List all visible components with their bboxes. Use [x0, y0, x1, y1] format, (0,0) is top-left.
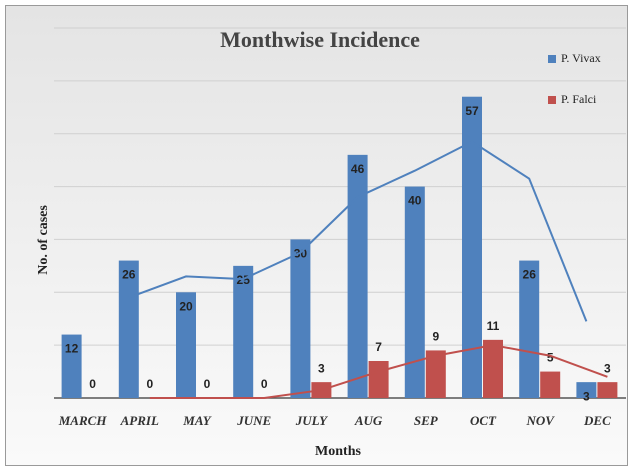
data-label: 57: [465, 104, 479, 118]
bar: [347, 154, 368, 398]
data-label: 20: [179, 299, 193, 313]
data-label: 40: [408, 194, 422, 208]
bar: [404, 186, 425, 398]
trendline: [128, 140, 588, 322]
legend-swatch: [548, 96, 556, 104]
bar: [176, 292, 196, 398]
bar: [519, 260, 540, 398]
data-label: 11: [487, 319, 500, 333]
data-label: 5: [547, 351, 554, 365]
legend-label: P. Vivax: [561, 51, 601, 65]
x-tick-label: MARCH: [58, 413, 108, 428]
x-tick-label: APRIL: [120, 413, 159, 428]
data-label: 26: [122, 268, 136, 282]
bar: [540, 371, 561, 398]
data-label: 26: [523, 268, 537, 282]
bar: [576, 382, 597, 398]
bar: [597, 382, 618, 398]
x-tick-label: OCT: [470, 413, 497, 428]
data-label: 0: [261, 377, 268, 391]
x-tick-label: JULY: [295, 413, 328, 428]
x-tick-label: AUG: [354, 413, 383, 428]
bar: [233, 265, 254, 398]
data-label: 7: [375, 340, 382, 354]
x-tick-label: MAY: [182, 413, 212, 428]
x-tick-label: DEC: [583, 413, 611, 428]
data-label: 3: [604, 361, 611, 375]
bar: [61, 334, 82, 398]
bar: [290, 239, 311, 398]
data-label: 0: [204, 377, 211, 391]
data-label: 3: [318, 361, 325, 375]
y-axis-title: No. of cases: [36, 205, 51, 275]
x-tick-label: JUNE: [236, 413, 271, 428]
data-label: 9: [432, 330, 439, 344]
x-tick-label: SEP: [414, 413, 439, 428]
chart-title: Monthwise Incidence: [220, 27, 420, 52]
legend-label: P. Falci: [561, 92, 597, 106]
data-label: 0: [146, 377, 153, 391]
bar: [462, 96, 482, 398]
bar: [483, 339, 503, 398]
data-label: 12: [65, 342, 79, 356]
data-label: 46: [351, 162, 365, 176]
data-label: 0: [89, 377, 96, 391]
x-axis-title: Months: [315, 444, 361, 459]
data-label: 3: [583, 389, 590, 403]
legend-swatch: [548, 55, 556, 63]
x-tick-label: NOV: [525, 413, 555, 428]
bar: [425, 350, 446, 398]
bar: [368, 361, 389, 398]
trendline: [149, 344, 608, 399]
